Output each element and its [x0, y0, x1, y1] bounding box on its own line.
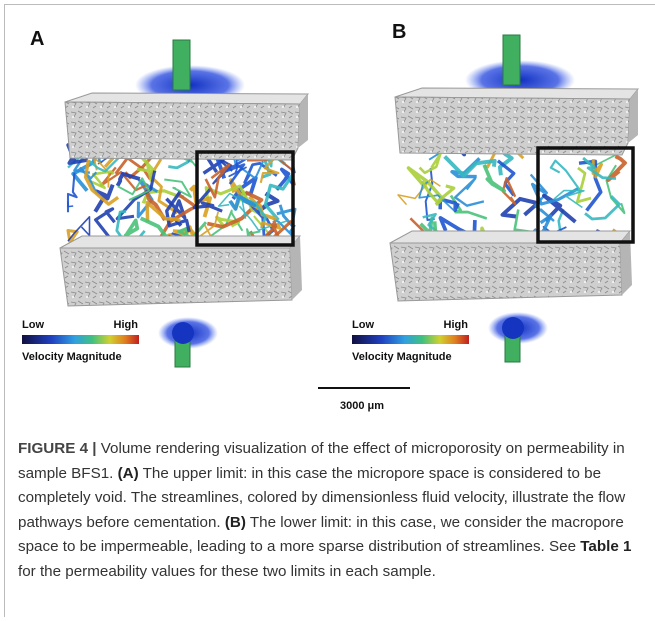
panel-label: A: [30, 28, 44, 50]
caption-bold-text: (A): [118, 465, 139, 482]
colorbar: [352, 335, 469, 344]
rock-slab-front: [60, 248, 292, 306]
panel-label: B: [392, 21, 406, 43]
streamline: [577, 168, 591, 202]
rock-slab-front: [390, 243, 622, 301]
figure-page: A Low High Velocity Magnitude B Low High Veloci…: [0, 0, 655, 621]
outlet-blob: [172, 322, 194, 344]
sample-rendering: [60, 40, 308, 367]
caption-bold-text: FIGURE 4 |: [18, 440, 97, 457]
legend-high-label: High: [114, 319, 139, 331]
inlet-pipe: [173, 40, 190, 90]
legend-high-label: High: [444, 319, 469, 331]
outlet-blob: [502, 317, 524, 339]
legend-low-label: Low: [22, 319, 44, 331]
legend-title: Velocity Magnitude: [352, 351, 452, 363]
figure: A Low High Velocity Magnitude B Low High Veloci…: [0, 0, 655, 430]
sample-rendering: [390, 35, 638, 362]
scale-bar-label: 3000 μm: [340, 400, 384, 412]
caption-text: for the permeability values for these tw…: [18, 563, 436, 580]
caption-bold-text: (B): [225, 514, 246, 531]
figure-caption: FIGURE 4 | Volume rendering visualizatio…: [18, 437, 642, 584]
legend-low-label: Low: [352, 319, 374, 331]
streamline: [503, 199, 538, 217]
streamline: [455, 179, 484, 206]
streamline: [420, 154, 441, 173]
caption-bold-text: Table 1: [580, 538, 631, 555]
streamline: [398, 180, 440, 205]
streamline: [608, 156, 625, 180]
streamline: [551, 161, 580, 190]
inlet-pipe: [503, 35, 520, 85]
colorbar: [22, 335, 139, 344]
streamline: [96, 209, 115, 237]
legend-title: Velocity Magnitude: [22, 351, 122, 363]
